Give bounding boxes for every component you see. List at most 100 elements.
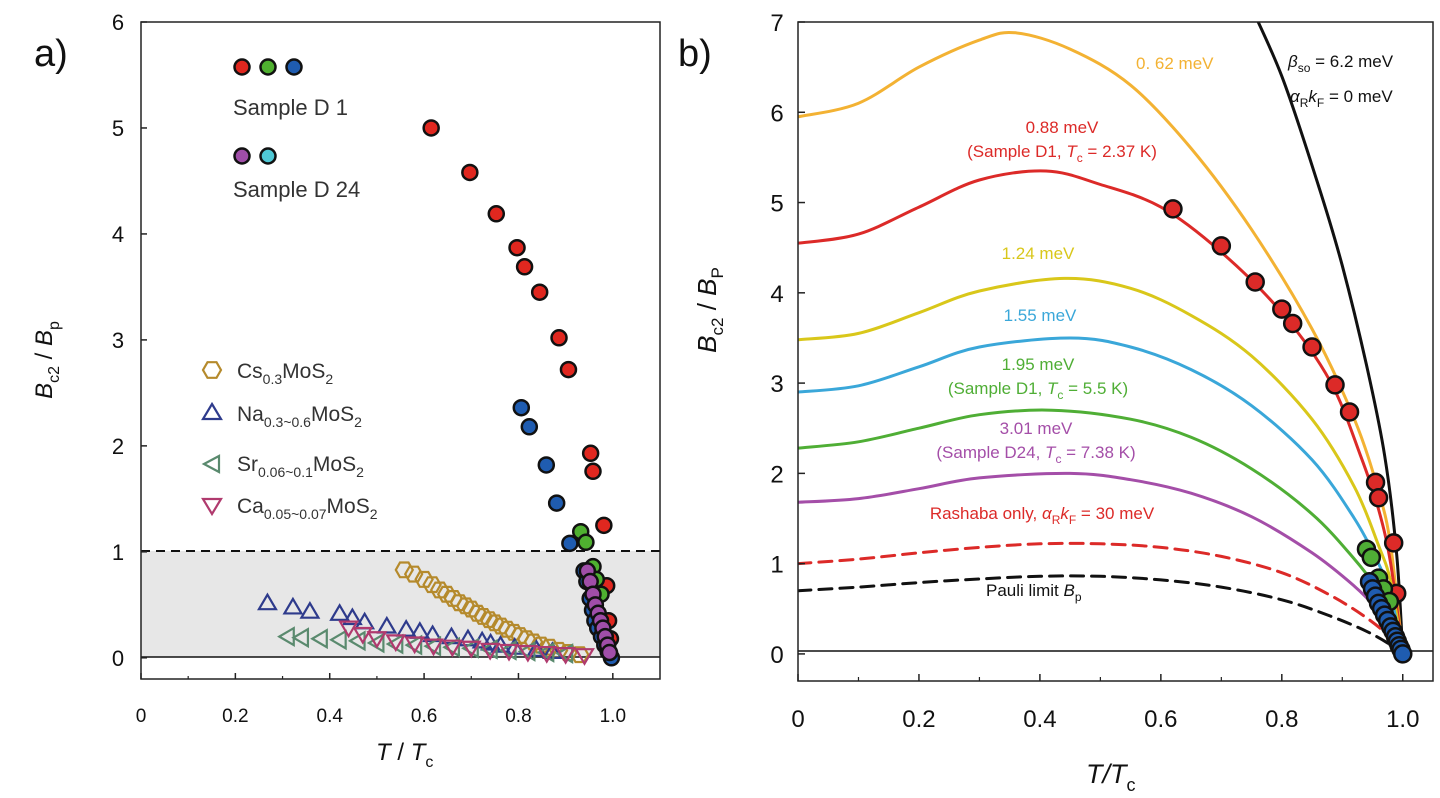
panel-a-x-ticks: 0 0.2 0.4 0.6 0.8 1.0	[136, 673, 626, 727]
legend-sr-label: Sr0.06~0.1MoS2	[237, 453, 364, 480]
panel-a-point-sr0-06-0-1mos2	[291, 627, 310, 649]
panel-b-point-sample-d1-red	[1211, 236, 1232, 256]
panel-a-point-sr0-06-0-1mos2	[423, 635, 442, 657]
param-alpha-kf: αRkF = 0 meV	[1290, 87, 1393, 110]
legend-triangle-left-marker	[201, 454, 221, 474]
panel-b-y-tick-label: 4	[770, 281, 783, 308]
panel-a-point-ca0-05-0-07mos2	[423, 638, 444, 657]
legend-d24-purple-marker	[233, 147, 251, 165]
panel-a-y-tick-label: 0	[112, 646, 124, 671]
curve-label-155: 1.55 meV	[1004, 306, 1077, 325]
panel-a-x-tick-label: 0.8	[505, 706, 531, 727]
panel-b-y-tick-label: 3	[770, 371, 783, 398]
panel-a-y-tick-label: 6	[112, 10, 124, 35]
panel-b-label: b)	[678, 33, 712, 75]
panel-a-point-na0-3-0-6mos2	[395, 619, 417, 637]
curve-sublabel-088: (Sample D1, Tc = 2.37 K)	[967, 142, 1157, 165]
panel-b-x-tick-label: 0.6	[1144, 706, 1177, 733]
curve-label-rashaba: Rashaba only, αRkF = 30 meV	[930, 504, 1155, 527]
panel-b-point-sample-d1-blue	[1393, 644, 1413, 664]
curve-3-01-mev	[798, 471, 1405, 656]
panel-a-y-tick-label: 3	[112, 328, 124, 353]
panel-a: a) 0 0.2 0.4 0.6 0.8 1.0 0 1 2 3 4 5 6 Sample D 1 S…	[31, 10, 661, 771]
panel-b-y-tick-label: 5	[770, 191, 783, 218]
panel-a-point-na0-3-0-6mos2	[329, 603, 351, 621]
panel-b-x-ticks: 0 0.2 0.4 0.6 0.8 1.0	[791, 674, 1419, 733]
panel-b-point-sample-d1-green	[1361, 547, 1382, 568]
panel-a-point-cs0-3mos2	[414, 570, 434, 588]
panel-a-point-ca0-05-0-07mos2	[441, 639, 463, 658]
panel-a-point-sr0-06-0-1mos2	[442, 636, 460, 658]
panel-b-y-tick-label: 2	[770, 461, 783, 488]
panel-a-point-cs0-3mos2	[394, 561, 415, 579]
panel-b-point-sample-d1-red	[1163, 199, 1183, 219]
panel-b-data-points	[1163, 199, 1413, 664]
panel-a-point-ca0-05-0-07mos2	[404, 636, 426, 655]
panel-a-x-tick-label: 1.0	[600, 706, 626, 727]
panel-b-point-sample-d1-red	[1368, 487, 1389, 508]
panel-a-y-tick-label: 4	[112, 222, 124, 247]
legend-d1-red-marker	[233, 58, 251, 76]
curve-rashaba-only	[798, 541, 1405, 656]
panel-a-point-sample-d1-green	[577, 533, 595, 552]
panel-a-label: a)	[34, 33, 68, 75]
panel-a-point-na0-3-0-6mos2	[282, 596, 304, 615]
panel-a-point-sample-d1-red	[422, 119, 440, 137]
panel-a-point-cs0-3mos2	[523, 633, 544, 651]
panel-a-point-sr0-06-0-1mos2	[328, 629, 347, 651]
panel-a-point-cs0-3mos2	[429, 581, 450, 599]
panel-a-x-tick-label: 0.6	[411, 706, 437, 727]
panel-a-data-points	[257, 119, 621, 667]
panel-a-point-ca0-05-0-07mos2	[352, 626, 374, 645]
param-beta-so: βso = 6.2 meV	[1287, 52, 1394, 75]
legend-hexagon-marker	[201, 361, 223, 379]
legend-cs-label: Cs0.3MoS2	[237, 360, 333, 387]
panel-a-point-na0-3-0-6mos2	[341, 607, 363, 626]
panel-a-y-ticks: 0 1 2 3 4 5 6	[112, 10, 147, 671]
panel-a-y-tick-label: 5	[112, 116, 124, 141]
legend-d24-cyan-marker	[259, 147, 277, 165]
panel-a-point-sample-d1-blue	[520, 418, 539, 436]
panel-a-point-sample-d1-red	[559, 360, 578, 379]
legend-d1-green-marker	[259, 58, 277, 76]
panel-a-point-sample-d1-red	[515, 258, 534, 276]
panel-a-x-tick-label: 0.4	[317, 706, 344, 727]
panel-a-point-cs0-3mos2	[510, 627, 530, 645]
legend-sample-d24: Sample D 24	[233, 177, 360, 202]
panel-a-point-sr0-06-0-1mos2	[461, 637, 479, 659]
panel-b-point-sample-d1-red	[1302, 337, 1322, 357]
panel-b-x-tick-label: 0.4	[1023, 706, 1056, 733]
panel-b-y-tick-label: 0	[770, 642, 783, 669]
panel-a-point-na0-3-0-6mos2	[525, 639, 547, 657]
panel-b-point-sample-d1-red	[1245, 272, 1265, 292]
panel-a-point-sample-d1-blue	[512, 398, 531, 417]
panel-a-point-ca0-05-0-07mos2	[385, 634, 407, 653]
panel-a-point-sample-d1-red	[487, 205, 506, 223]
panel-a-point-sample-d1-red	[550, 329, 568, 347]
compound-legend: Cs0.3MoS2 Na0.3~0.6MoS2 Sr0.06~0.1MoS2 C…	[201, 360, 378, 522]
panel-a-point-ca0-05-0-07mos2	[338, 620, 360, 639]
panel-a-y-tick-label: 2	[112, 434, 124, 459]
panel-a-point-sr0-06-0-1mos2	[310, 628, 328, 650]
curve-0-88-mev	[798, 169, 1405, 656]
panel-a-point-sample-d1-red	[508, 238, 526, 257]
curve-sublabel-301: (Sample D24, Tc = 7.38 K)	[936, 443, 1135, 466]
panel-a-point-na0-3-0-6mos2	[376, 615, 398, 634]
panel-b-point-sample-d1-red	[1339, 402, 1360, 422]
panel-b-x-tick-label: 0.2	[902, 706, 935, 733]
panel-a-point-sample-d1-red	[581, 444, 600, 463]
panel-b-point-sample-d1-red	[1325, 375, 1345, 395]
panel-b-x-tick-label: 0	[791, 706, 804, 733]
panel-a-point-sample-d1-red	[530, 283, 549, 301]
panel-b-point-sample-d1-red	[1383, 533, 1404, 553]
curve-label-062: 0. 62 meV	[1136, 54, 1214, 73]
panel-b-y-tick-label: 1	[770, 552, 783, 579]
panel-a-point-sample-d24-purple	[600, 643, 619, 662]
curve-label-195: 1.95 meV	[1002, 355, 1075, 374]
panel-a-shaded-region	[141, 551, 660, 657]
panel-a-point-sample-d1-red	[461, 163, 479, 182]
legend-d1-blue-marker	[285, 58, 303, 76]
panel-b-y-tick-label: 7	[770, 10, 783, 37]
panel-b-point-sample-d1-red	[1282, 313, 1303, 334]
